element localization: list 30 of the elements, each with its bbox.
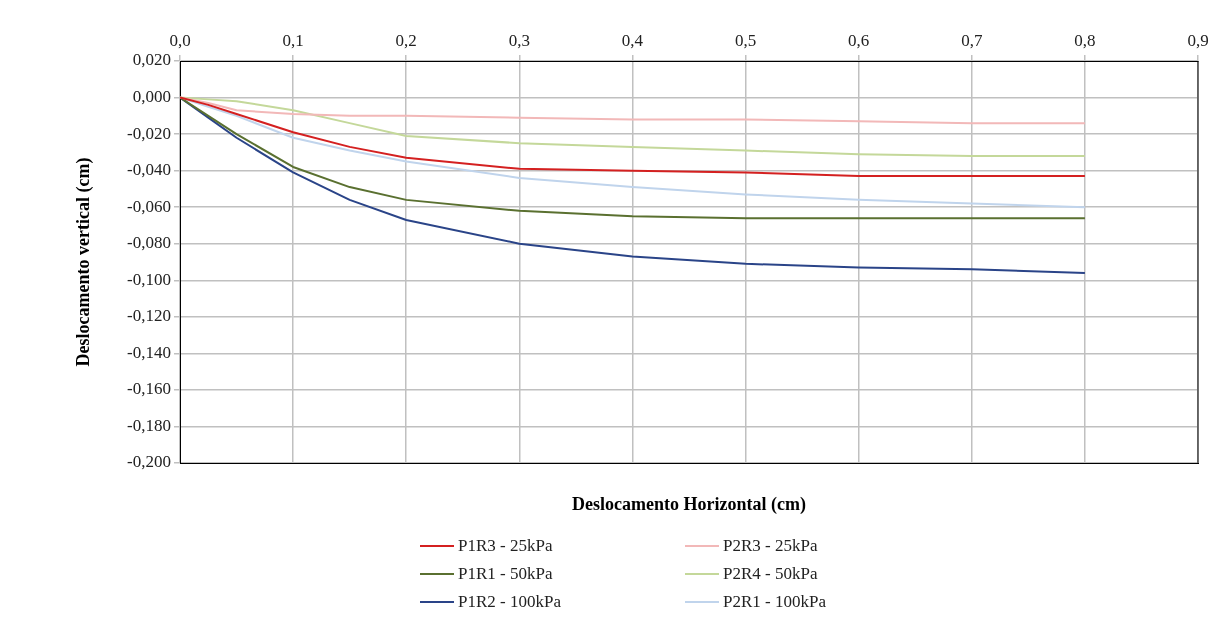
legend-label: P1R2 - 100kPa — [458, 592, 561, 612]
x-tick-label: 0,6 — [848, 31, 870, 51]
y-tick-label: 0,000 — [132, 87, 171, 107]
y-tick-label: -0,120 — [127, 306, 171, 326]
legend-label: P2R4 - 50kPa — [723, 564, 818, 584]
legend-label: P2R1 - 100kPa — [723, 592, 826, 612]
y-tick-label: -0,040 — [127, 160, 171, 180]
y-tick-label: -0,180 — [127, 415, 171, 435]
x-tick-label: 0,0 — [169, 31, 191, 51]
x-tick-label: 0,7 — [961, 31, 983, 51]
y-tick-label: -0,020 — [127, 123, 171, 143]
y-axis-title: Deslocamento vertical (cm) — [73, 157, 95, 367]
y-tick-label: -0,200 — [127, 452, 171, 472]
x-tick-label: 0,5 — [734, 31, 757, 51]
x-tick-label: 0,9 — [1187, 31, 1209, 51]
x-tick-label: 0,8 — [1074, 31, 1096, 51]
y-tick-label: -0,060 — [127, 196, 171, 216]
y-tick-label: -0,160 — [127, 379, 171, 399]
x-axis-title: Deslocamento Horizontal (cm) — [572, 493, 806, 515]
legend-label: P1R1 - 50kPa — [458, 564, 553, 584]
y-tick-label: 0,020 — [132, 50, 171, 70]
x-tick-label: 0,4 — [621, 31, 644, 51]
y-tick-label: -0,100 — [127, 269, 171, 289]
x-tick-label: 0,1 — [282, 31, 304, 51]
y-tick-label: -0,080 — [127, 233, 171, 253]
legend-label: P2R3 - 25kPa — [723, 536, 818, 556]
x-tick-label: 0,3 — [508, 31, 530, 51]
legend-label: P1R3 - 25kPa — [458, 536, 553, 556]
x-tick-label: 0,2 — [395, 31, 417, 51]
y-tick-label: -0,140 — [127, 342, 171, 362]
